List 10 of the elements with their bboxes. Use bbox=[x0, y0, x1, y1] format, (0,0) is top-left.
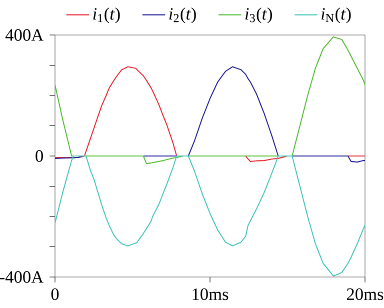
legend-label: i$_{N}$(t) bbox=[322, 8, 351, 24]
x-tick-label: 10ms bbox=[192, 288, 228, 300]
y-tick-label: -400A bbox=[0, 271, 44, 283]
legend-label: i$_{2}$(t) bbox=[169, 8, 196, 24]
legend-label: i$_{3}$(t) bbox=[245, 8, 272, 24]
y-tick-label: 400A bbox=[5, 29, 44, 41]
legend-label: i$_{1}$(t) bbox=[93, 8, 120, 24]
x-tick-label: 20ms bbox=[346, 288, 384, 300]
y-tick-label: 0 bbox=[36, 150, 43, 162]
x-tick-label: 0 bbox=[51, 288, 59, 300]
